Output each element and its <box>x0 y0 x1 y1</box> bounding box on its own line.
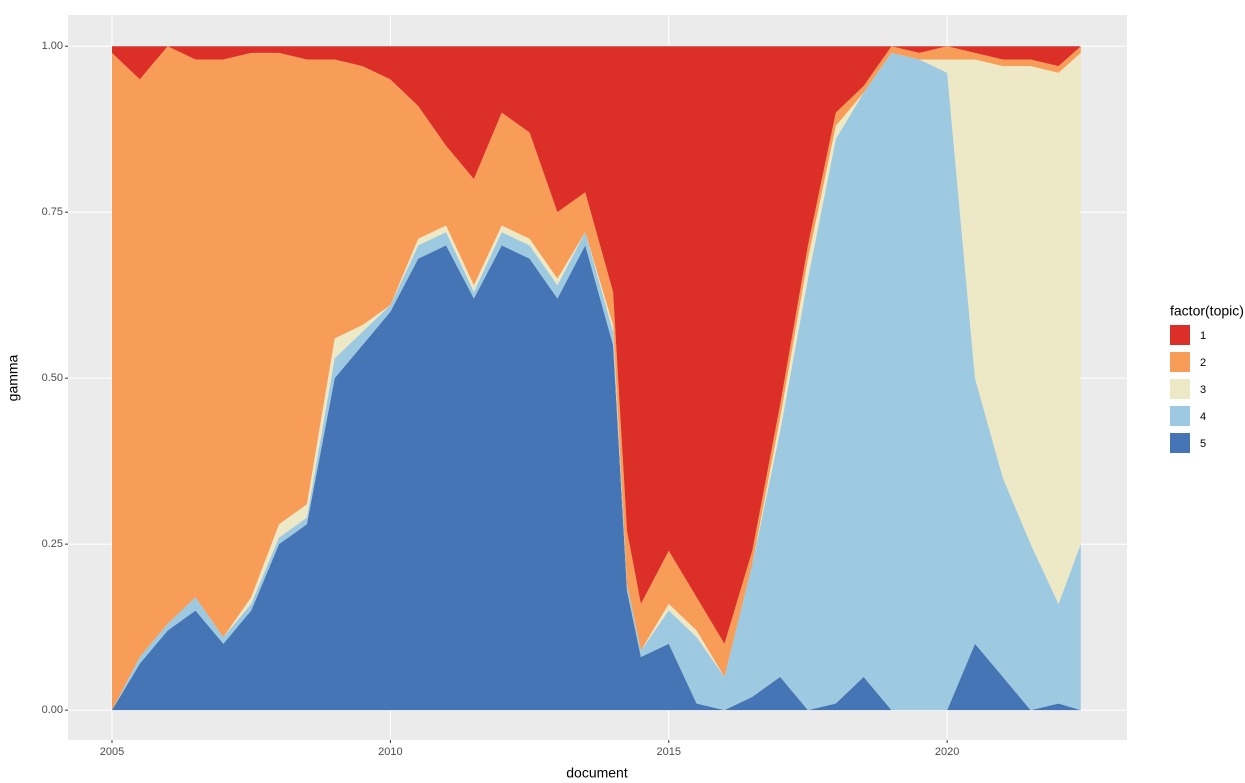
x-tick-label: 2020 <box>935 746 959 758</box>
y-tick-label: 0.00 <box>42 704 63 716</box>
legend-label: 5 <box>1200 438 1206 450</box>
legend-title: factor(topic) <box>1170 303 1244 319</box>
area <box>111 52 1081 711</box>
area <box>111 46 1081 644</box>
y-tick-label: 0.25 <box>42 538 63 550</box>
area <box>111 52 1081 711</box>
legend-label: 1 <box>1200 330 1206 342</box>
legend-label: 4 <box>1200 411 1206 423</box>
y-tick-label: 0.75 <box>42 206 63 218</box>
x-tick-label: 2005 <box>100 746 124 758</box>
x-tick-label: 2015 <box>657 746 681 758</box>
x-tick-label: 2010 <box>378 746 402 758</box>
y-tick-label: 0.50 <box>42 372 63 384</box>
x-axis-title: document <box>566 765 628 781</box>
legend-swatch <box>1170 406 1190 426</box>
y-axis-title: gamma <box>5 354 21 401</box>
legend-swatch <box>1170 352 1190 372</box>
area <box>111 46 1081 711</box>
legend-label: 3 <box>1200 384 1206 396</box>
legend-swatch <box>1170 433 1190 453</box>
area <box>111 245 1081 711</box>
legend-swatch <box>1170 379 1190 399</box>
y-tick-label: 1.00 <box>42 40 63 52</box>
legend-label: 2 <box>1200 357 1206 369</box>
legend-swatch <box>1170 325 1190 345</box>
